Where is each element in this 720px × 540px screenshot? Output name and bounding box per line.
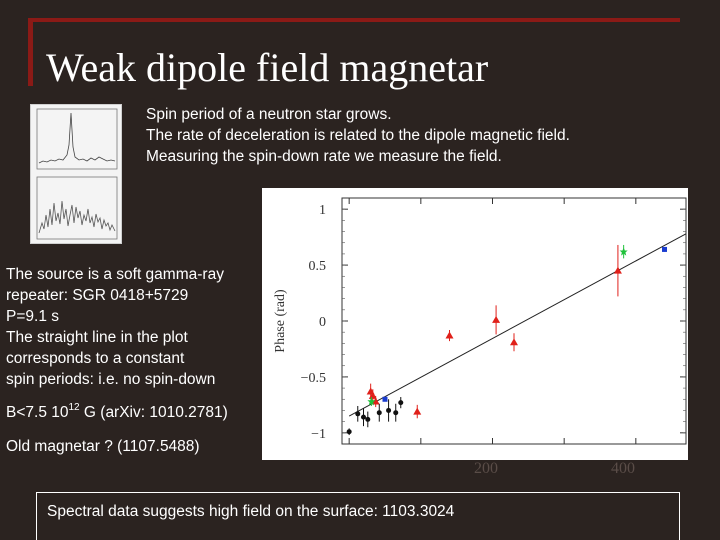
slide-title: Weak dipole field magnetar — [46, 45, 489, 90]
spectral-data-text: Spectral data suggests high field on the… — [47, 503, 455, 520]
old-magnetar-text: Old magnetar ? (1107.5488) — [6, 438, 200, 455]
field-limit-exponent: 12 — [68, 402, 80, 413]
data-point-triangle — [510, 338, 518, 346]
intro-line: Spin period of a neutron star grows. — [146, 106, 392, 123]
description-line: The straight line in the plot — [6, 329, 188, 346]
phase-plot-svg: 1 0.5 0 −0.5 −1 Phase (rad) — [273, 197, 687, 445]
data-point-circle — [355, 411, 361, 417]
description-line: spin periods: i.e. no spin-down — [6, 371, 216, 388]
description-line: corresponds to a constant — [6, 350, 185, 367]
intro-line: Measuring the spin-down rate we measure … — [146, 148, 502, 165]
data-point-square — [382, 396, 388, 402]
data-point-circle — [346, 429, 352, 435]
y-tick-label: 0 — [319, 315, 326, 330]
data-point-square — [662, 246, 667, 252]
data-point-triangle — [445, 331, 454, 339]
description-line: P=9.1 s — [6, 308, 59, 325]
data-point-triangle — [613, 266, 622, 274]
field-limit-suffix: G (arXiv: 1010.2781) — [79, 404, 228, 421]
y-tick-label: 0.5 — [309, 259, 327, 274]
data-point-circle — [386, 407, 392, 413]
source-description: The source is a soft gamma-ray repeater:… — [6, 264, 224, 390]
slide-frame-vertical — [28, 18, 33, 86]
data-point-star — [367, 397, 376, 406]
data-point-star — [619, 247, 628, 256]
spectral-data-box: Spectral data suggests high field on the… — [36, 492, 680, 540]
data-point-circle — [398, 400, 404, 406]
data-point-circle — [376, 410, 382, 416]
y-tick-label: −1 — [311, 427, 326, 442]
data-point-triangle — [371, 397, 380, 405]
slide-frame-horizontal — [28, 18, 680, 22]
plot-frame — [341, 197, 687, 445]
y-tick-label: −0.5 — [301, 371, 326, 386]
x-tick-label: 400 — [611, 460, 635, 477]
description-line: repeater: SGR 0418+5729 — [6, 287, 189, 304]
description-line: The source is a soft gamma-ray — [6, 266, 224, 283]
y-tick-label: 1 — [319, 203, 326, 218]
intro-text: Spin period of a neutron star grows. The… — [146, 104, 570, 167]
data-point-circle — [361, 414, 366, 420]
y-axis-label: Phase (rad) — [273, 289, 288, 353]
data-point-circle — [393, 410, 399, 416]
data-point-triangle — [413, 407, 422, 415]
field-limit-text: B<7.5 1012 G (arXiv: 1010.2781) — [6, 402, 228, 422]
data-point-triangle — [368, 391, 377, 399]
x-tick-label: 200 — [474, 460, 498, 477]
intro-line: The rate of deceleration is related to t… — [146, 127, 570, 144]
data-point-triangle — [492, 315, 501, 323]
data-point-circle — [365, 416, 371, 422]
spectrum-thumbnail-image — [30, 104, 122, 244]
phase-plot: 1 0.5 0 −0.5 −1 Phase (rad) — [262, 188, 688, 460]
trend-line — [348, 233, 687, 417]
field-limit-prefix: B<7.5 10 — [6, 404, 69, 421]
